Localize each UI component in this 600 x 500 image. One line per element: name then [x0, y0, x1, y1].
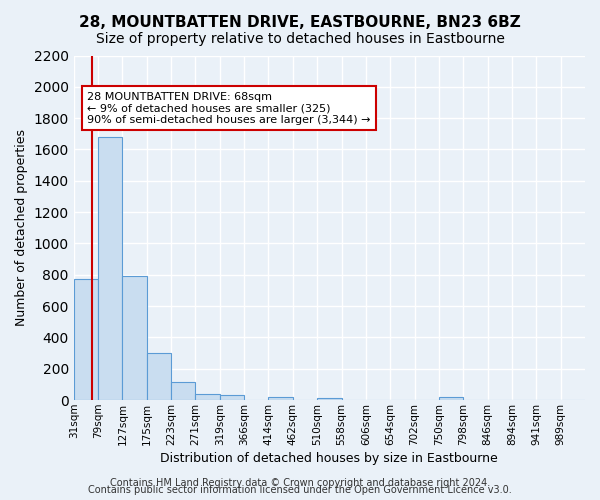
- Text: Size of property relative to detached houses in Eastbourne: Size of property relative to detached ho…: [95, 32, 505, 46]
- Bar: [220, 396, 244, 400]
- Text: 28, MOUNTBATTEN DRIVE, EASTBOURNE, BN23 6BZ: 28, MOUNTBATTEN DRIVE, EASTBOURNE, BN23 …: [79, 15, 521, 30]
- Text: Contains HM Land Registry data © Crown copyright and database right 2024.: Contains HM Land Registry data © Crown c…: [110, 478, 490, 488]
- Text: 28 MOUNTBATTEN DRIVE: 68sqm
← 9% of detached houses are smaller (325)
90% of sem: 28 MOUNTBATTEN DRIVE: 68sqm ← 9% of deta…: [87, 92, 371, 124]
- Bar: [74, 278, 98, 400]
- Bar: [268, 397, 293, 400]
- Text: Contains public sector information licensed under the Open Government Licence v3: Contains public sector information licen…: [88, 485, 512, 495]
- X-axis label: Distribution of detached houses by size in Eastbourne: Distribution of detached houses by size …: [160, 452, 498, 465]
- Y-axis label: Number of detached properties: Number of detached properties: [15, 130, 28, 326]
- Bar: [147, 353, 171, 400]
- Bar: [171, 382, 196, 400]
- Bar: [122, 276, 147, 400]
- Bar: [317, 398, 341, 400]
- Bar: [196, 394, 220, 400]
- Bar: [439, 397, 463, 400]
- Bar: [98, 137, 122, 400]
